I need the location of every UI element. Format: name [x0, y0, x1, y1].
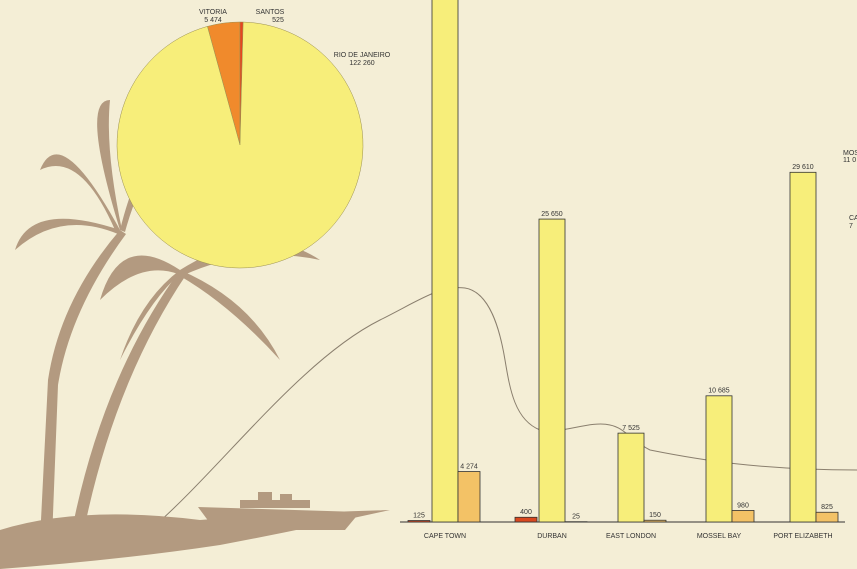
x-tick-label: EAST LONDON	[606, 533, 656, 540]
bar-value-label: 29 610	[792, 164, 814, 171]
bar-value-label: 25	[572, 514, 580, 521]
pie-value-label: 5 474	[204, 17, 222, 24]
bar	[617, 432, 645, 523]
bar	[731, 510, 755, 523]
bar-value-label: 150	[649, 512, 661, 519]
bar	[705, 395, 733, 523]
pie-label: VITORIA	[199, 9, 227, 16]
bar-value-label: 825	[821, 504, 833, 511]
annotation: 7	[849, 223, 853, 230]
bar-value-label: 125	[413, 512, 425, 519]
pie-value-label: 122 260	[349, 60, 374, 67]
bar	[457, 471, 481, 523]
bar	[538, 218, 566, 523]
x-tick-label: MOSSEL BAY	[697, 533, 742, 540]
pie-value-label: 525	[272, 17, 284, 24]
bar	[407, 520, 431, 523]
x-tick-label: CAPE TOWN	[424, 533, 466, 540]
bar-value-label: 10 685	[708, 388, 730, 395]
bar-value-label: 400	[520, 509, 532, 516]
annotation: 11 0	[843, 157, 856, 164]
bar-value-label: 7 525	[622, 425, 640, 432]
pie-slice	[116, 21, 364, 269]
annotation: CA	[849, 215, 857, 222]
pie-label: SANTOS	[256, 9, 285, 16]
pie-label: RIO DE JANEIRO	[334, 52, 391, 59]
bar-value-label: 4 274	[460, 463, 478, 470]
x-tick-label: PORT ELIZABETH	[773, 533, 832, 540]
bar-value-label: 980	[737, 502, 749, 509]
bar-value-label: 25 650	[541, 211, 563, 218]
bar	[789, 171, 817, 523]
bar	[431, 0, 459, 523]
bar	[815, 511, 839, 523]
annotation: MOS	[843, 150, 857, 157]
ship	[198, 492, 360, 530]
mountain-outline	[149, 287, 857, 531]
bar	[514, 516, 538, 523]
bar	[643, 519, 667, 523]
x-tick-label: DURBAN	[537, 533, 567, 540]
